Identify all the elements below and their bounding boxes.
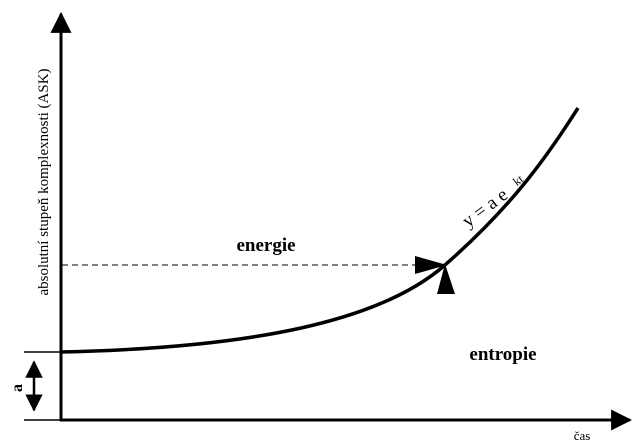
offset-label: a xyxy=(9,384,26,392)
formula: y = a e kt xyxy=(458,171,526,232)
arrowhead-up xyxy=(437,264,455,294)
x-axis-label: čas xyxy=(574,428,591,443)
region-upper: energie xyxy=(236,235,295,256)
arrowhead-right xyxy=(415,256,447,274)
y-axis-label: absolutní stupeň komplexnosti (ASK) xyxy=(36,68,52,295)
growth-curve xyxy=(59,107,580,354)
region-lower: entropie xyxy=(469,344,536,365)
